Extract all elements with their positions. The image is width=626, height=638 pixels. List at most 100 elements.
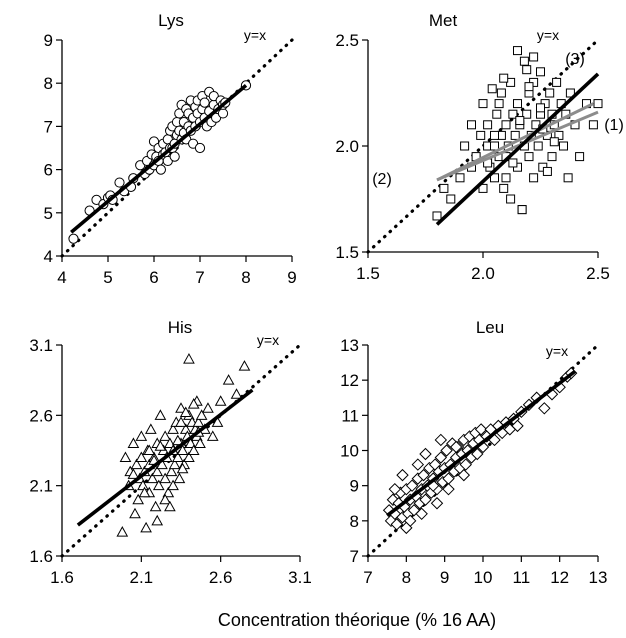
y-tick-label: 5 [44,204,53,223]
data-point [483,120,493,130]
identity-label: y=x [537,27,559,43]
data-point [508,109,518,119]
data-point [194,437,206,448]
y-tick-label: 7 [44,117,53,136]
y-tick-label: 4 [44,247,53,266]
fit-line [436,102,595,182]
data-point [522,65,532,75]
data-point [390,518,403,531]
y-tick-label: 1.6 [29,547,53,566]
identity-line [366,38,600,254]
x-tick-label: 11 [513,568,531,587]
data-point [154,409,167,420]
data-point [179,406,192,418]
data-point [116,526,129,537]
data-point [222,374,235,385]
y-tick-label: 8 [350,512,359,531]
data-point [145,423,157,434]
data-point [405,479,419,492]
data-point [159,430,171,441]
y-tick-label: 12 [340,371,359,390]
data-point [446,194,456,204]
data-point [211,416,224,427]
data-point [471,447,484,461]
data-point [195,409,208,420]
data-point [187,398,200,409]
x-tick-label: 9 [287,268,296,287]
x-tick-label: 8 [402,568,411,587]
data-point [165,465,178,477]
data-point [127,468,140,479]
data-point [510,130,520,140]
x-tick-label: 2.5 [586,264,610,283]
x-tick-label: 8 [241,268,250,287]
data-point [149,500,162,512]
data-point [588,120,598,130]
data-point [168,458,181,470]
data-point [217,108,229,119]
data-point [171,451,184,463]
data-point [455,173,465,183]
x-tick-label: 10 [474,568,493,587]
data-point [114,177,125,188]
data-point [487,84,497,94]
data-point [501,120,511,130]
fit-line [386,369,577,517]
x-tick-label: 1.6 [50,568,74,587]
data-point [547,152,557,162]
data-point [490,173,499,183]
fit-line-label: (1) [604,117,624,134]
data-point [132,493,145,505]
data-point [459,458,472,471]
data-point [175,416,187,427]
data-point [154,440,167,451]
panel-lys: 4 5 6 7 8 9 4 5 6 7 8 9 Lys y=x [44,11,297,287]
data-point [524,82,534,92]
data-point [415,507,428,521]
data-point [499,183,509,193]
y-tick-label: 8 [44,74,53,93]
fit-line [70,83,248,234]
data-point [536,103,545,113]
data-point [517,205,527,215]
data-point [68,233,79,244]
x-tick-label: 5 [103,268,112,287]
data-point [155,164,166,175]
data-point [529,52,539,62]
x-tick-label: 7 [363,568,372,587]
data-point [162,486,175,498]
y-tick-label: 2.5 [335,31,359,50]
panel-title: His [168,318,193,337]
data-point [494,99,504,109]
data-point [559,141,568,151]
data-point [151,465,164,477]
x-tick-label: 4 [57,268,66,287]
data-point [439,183,449,193]
x-tick-label: 12 [550,568,569,587]
data-point [536,67,545,77]
x-tick-label: 2.1 [130,568,154,587]
y-tick-label: 3.1 [29,336,53,355]
data-point [440,444,453,457]
data-point [388,482,402,496]
data-point [430,497,444,510]
y-tick-label: 10 [340,442,359,461]
data-point [490,141,499,151]
data-point [238,360,251,371]
data-point [554,130,564,140]
data-point [151,514,164,526]
data-point [593,99,603,109]
data-point [545,88,555,98]
panel-title: Leu [476,318,504,337]
x-tick-label: 2.0 [471,264,495,283]
data-point [419,447,432,461]
data-point [187,444,200,455]
fit-line [436,110,599,182]
data-point [467,120,476,130]
data-point [490,130,499,140]
data-point [202,402,214,413]
fit-line-label: (3) [565,51,585,68]
data-point [474,423,488,436]
data-point [183,451,195,463]
